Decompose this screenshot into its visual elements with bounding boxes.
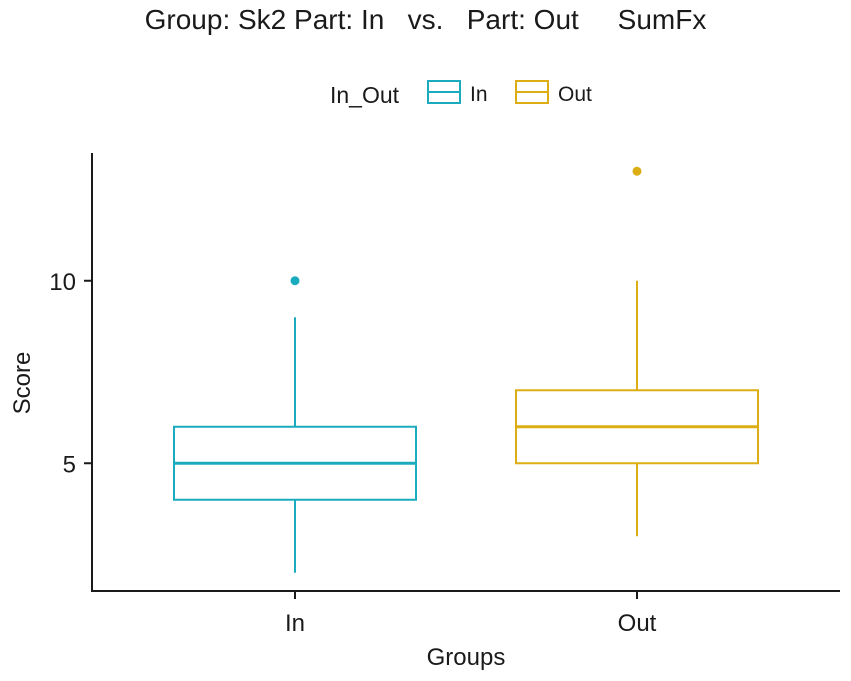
legend-label: In: [470, 83, 488, 106]
outlier-point: [290, 276, 300, 286]
box-out: [515, 166, 759, 537]
x-tick-label: In: [285, 610, 305, 637]
legend-key-out: [515, 80, 549, 104]
x-axis-label: Groups: [427, 644, 506, 671]
chart-title: Group: Sk2 Part: In vs. Part: Out SumFx: [144, 4, 707, 35]
y-axis-label: Score: [9, 352, 36, 415]
legend-label: Out: [558, 83, 592, 106]
y-tick-label: 10: [49, 269, 76, 296]
legend-key-in: [427, 80, 461, 104]
legend: In_Out In Out: [330, 80, 592, 108]
legend-title: In_Out: [330, 82, 400, 108]
x-tick-label: Out: [618, 610, 657, 637]
box-in: [173, 276, 417, 573]
y-tick-label: 5: [63, 451, 76, 478]
outlier-point: [632, 166, 642, 176]
